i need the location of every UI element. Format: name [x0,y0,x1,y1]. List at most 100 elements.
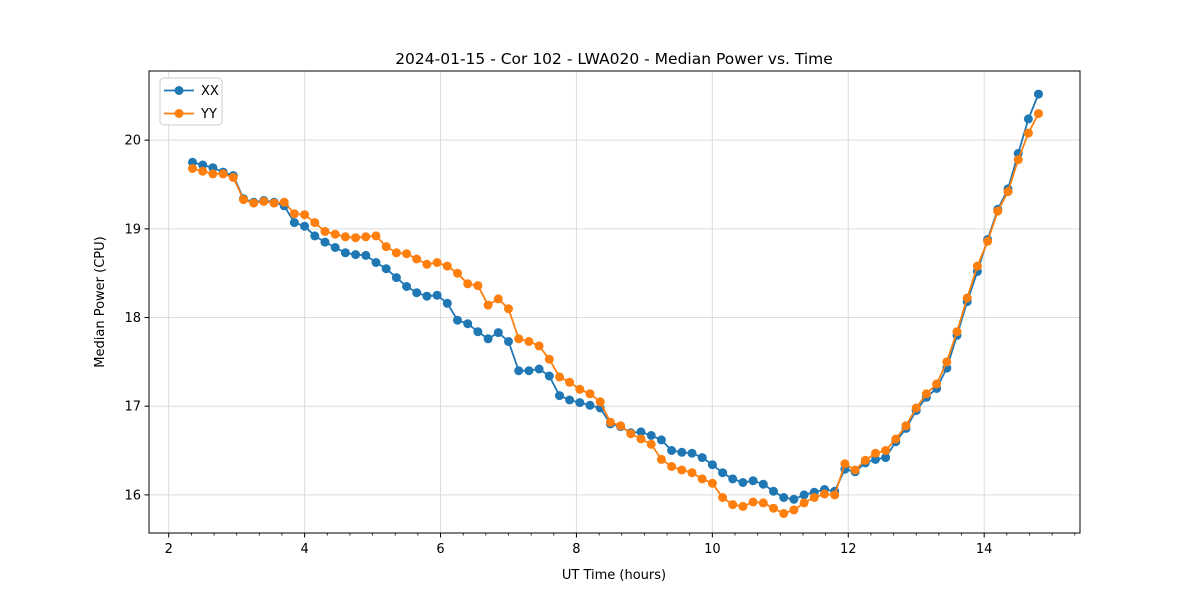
series-xx-marker [504,337,513,346]
series-yy-marker [942,357,952,367]
series-yy-marker [646,439,656,449]
series-yy-marker [1034,109,1043,119]
series-yy-marker [218,169,228,179]
x-tick-label: 6 [436,542,444,557]
series-yy-marker [361,232,371,242]
series-yy-marker [1023,128,1033,138]
series-yy-line [192,113,1040,515]
series-yy-marker [239,195,248,205]
series-yy-marker [320,227,330,236]
series-yy-marker [850,465,860,475]
series-yy-marker [442,261,452,271]
series-xx-marker [575,398,585,408]
series-yy-marker [544,354,554,364]
series-yy-marker [830,490,840,500]
series-xx-marker [789,494,799,504]
series-yy-marker [504,304,513,314]
series-xx-marker [320,237,330,247]
series-xx-marker [371,258,381,267]
legend-entry-xx: XX [201,84,219,99]
series-yy-marker [585,389,595,399]
series-xx-marker [310,231,320,241]
series-yy-marker [707,478,717,488]
axes: 2 4 6 8 10 12 14 16 17 18 19 20 [124,70,1081,557]
series-xx-marker [391,273,401,283]
series-yy-marker [228,172,238,182]
x-tick-label: 4 [300,542,308,557]
series-yy-marker [259,196,269,206]
series-yy-marker [881,446,891,455]
series-xx-marker [799,490,809,500]
series-yy-marker [555,372,564,382]
series-yy-marker [289,209,299,219]
series-xx-marker [779,493,789,502]
series-yy-marker [697,474,707,484]
series-yy-marker [514,334,524,344]
x-tick-label: 10 [704,542,721,557]
series-yy-marker [626,429,636,439]
series-yy-marker [575,384,585,394]
series-xx-marker [412,288,422,298]
series-yy-marker [718,493,728,502]
series-xx-marker [381,264,391,274]
series-yy-marker [330,229,340,239]
series-yy-marker [402,249,412,259]
y-tick-label: 19 [124,222,141,237]
legend-marker-sample [174,109,184,118]
series-yy-marker [1003,187,1013,197]
series-yy-marker [901,421,911,431]
series-yy-marker [860,455,870,465]
y-axis-label: Median Power (CPU) [93,236,108,367]
series-xx-marker [351,250,361,260]
series-yy-marker [769,503,778,513]
series-xx-marker [656,435,666,445]
series-xx-marker [463,319,473,329]
series-yy-marker [381,242,391,252]
series-xx-marker [534,364,544,374]
series-yy-marker [269,198,279,208]
x-axis-label: UT Time (hours) [562,568,666,583]
series-yy-marker [300,210,310,220]
series-yy-marker [595,397,605,407]
series-xx-marker [667,446,677,455]
series-xx-marker [432,290,442,300]
series-yy-marker [809,493,819,502]
series-yy-marker [799,498,809,508]
series-yy-marker [891,434,901,444]
series-xx-marker [402,282,412,291]
legend-entry-yy: YY [200,107,217,122]
series-xx-marker [585,400,595,410]
series-yy-marker [351,233,361,243]
series-yy-marker [840,459,850,469]
series-xx-marker [188,157,197,167]
series-xx-marker [748,476,758,486]
series-xx-marker [677,447,687,457]
series-xx-marker [198,160,208,170]
series-yy-marker [911,403,921,413]
series-yy-marker [972,261,982,271]
series-yy-marker [432,258,442,267]
series-xx-marker [1023,114,1033,124]
series-yy-marker [636,434,646,444]
x-tick-label: 8 [572,542,580,557]
series-xx-marker [514,366,524,376]
series-yy-marker [758,498,768,508]
series-yy-marker [789,505,799,515]
chart-title: 2024-01-15 - Cor 102 - LWA020 - Median P… [395,50,833,68]
series-xx-marker [555,391,564,401]
series-yy-marker [310,218,320,228]
series-xx-marker [728,474,738,484]
series-xx-line [192,93,1040,501]
series-xx-marker [330,243,340,252]
series-xx-marker [758,479,768,489]
series-xx-marker [208,163,218,173]
series-yy-marker [483,300,493,310]
series-yy-marker [208,169,218,179]
series-yy-marker [605,417,615,427]
y-tick-label: 18 [124,311,141,326]
grid-lines [149,71,1080,533]
series-xx-marker [881,453,891,463]
series-yy-marker [1013,155,1023,165]
series-yy-marker [279,197,289,207]
series-yy-marker [952,327,962,337]
